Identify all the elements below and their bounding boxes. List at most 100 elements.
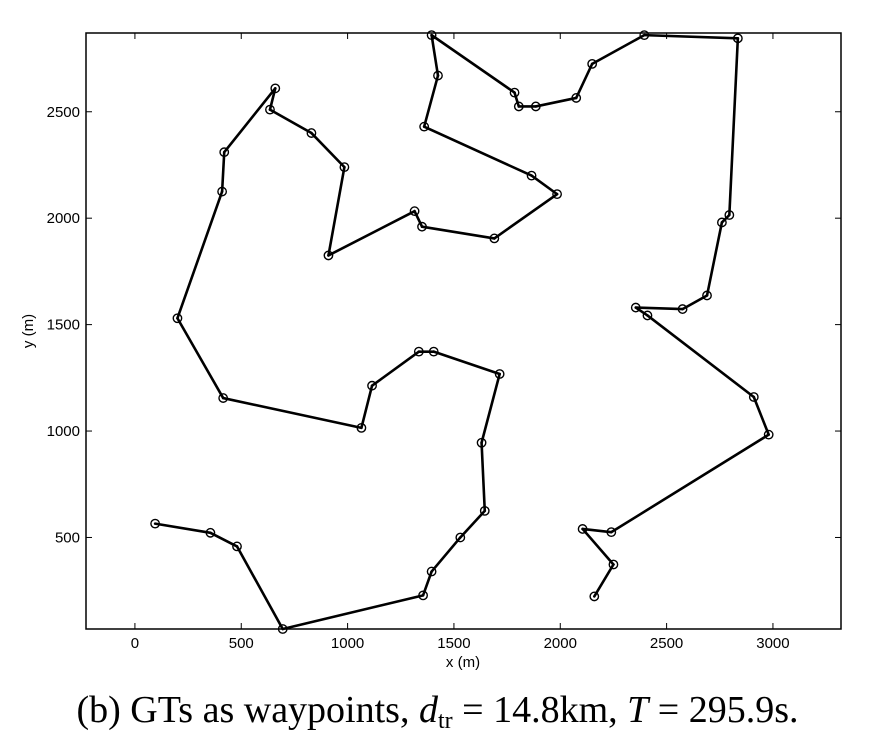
route-segment: [327, 209, 416, 257]
route-segment: [646, 314, 756, 399]
route-segment: [370, 350, 421, 388]
waypoint-marker: [724, 210, 735, 220]
axis-tick-labels: 0 500 1000 1500 2000 2500 3000 500 1000 1500 2000 2…: [47, 104, 790, 652]
y-tick-label: 500: [55, 529, 80, 546]
route-line-layer: [153, 33, 770, 631]
waypoint-marker: [748, 392, 759, 402]
waypoint-marker: [218, 393, 229, 403]
route-segment: [432, 350, 501, 376]
waypoint-marker: [630, 302, 641, 313]
x-tick-label: 2500: [650, 635, 683, 652]
waypoint-marker: [489, 233, 500, 244]
waypoint-marker: [530, 101, 541, 112]
waypoint-marker: [494, 369, 505, 379]
route-segment: [327, 165, 346, 257]
y-tick-label: 2000: [47, 210, 80, 227]
route-segment: [209, 531, 239, 548]
waypoint-marker: [265, 104, 275, 115]
waypoint-marker: [270, 83, 281, 94]
route-segment: [268, 108, 313, 135]
waypoint-marker: [479, 505, 490, 516]
route-segment: [720, 213, 731, 224]
x-axis-title: x (m): [446, 654, 480, 671]
caption-time-symbol: T: [627, 689, 649, 731]
waypoint-marker: [476, 437, 487, 448]
waypoint-marker: [426, 566, 437, 577]
waypoint-marker: [702, 290, 712, 301]
route-segment: [634, 306, 684, 311]
route-segment: [281, 594, 425, 631]
route-segment: [493, 192, 559, 240]
route-segment: [430, 33, 516, 94]
waypoint-marker: [219, 147, 230, 158]
waypoint-marker: [232, 541, 242, 552]
waypoint-marker: [413, 346, 424, 357]
waypoint-marker: [608, 559, 619, 570]
x-tick-label: 0: [131, 635, 139, 652]
route-segment: [420, 225, 496, 240]
waypoint-marker: [642, 310, 653, 321]
y-tick-label: 2500: [47, 104, 80, 121]
route-segment: [422, 125, 533, 177]
route-segment: [360, 384, 374, 430]
route-segment: [634, 306, 649, 317]
waypoint-marker: [277, 624, 288, 634]
waypoint-marker: [306, 128, 317, 138]
waypoint-marker: [606, 527, 617, 538]
waypoint-marker: [367, 380, 377, 391]
waypoint-marker: [677, 304, 688, 314]
waypoint-marker: [571, 93, 582, 103]
waypoint-marker: [552, 189, 562, 200]
route-segment: [153, 522, 212, 535]
route-segment: [220, 150, 226, 193]
waypoint-marker: [577, 524, 588, 534]
route-segment: [705, 221, 724, 297]
waypoint-marker: [205, 527, 216, 538]
route-segment: [430, 536, 462, 573]
route-segment: [176, 190, 224, 320]
waypoint-marker: [419, 121, 430, 132]
caption-prefix: (b) GTs as waypoints,: [76, 689, 419, 731]
waypoint-marker: [455, 532, 466, 543]
route-segment: [176, 316, 225, 400]
x-tick-label: 2000: [544, 635, 577, 652]
waypoint-marker: [172, 313, 183, 324]
caption-distance-value: = 14.8km,: [452, 689, 628, 731]
route-segment: [592, 563, 615, 598]
route-segment: [574, 62, 594, 100]
caption-distance-symbol: d: [418, 689, 438, 731]
waypoint-marker-layer: [150, 30, 774, 634]
x-tick-label: 3000: [756, 635, 789, 652]
axis-ticks: [86, 33, 841, 629]
figure-caption: (b) GTs as waypoints, dtr = 14.8km, T = …: [0, 688, 875, 735]
waypoint-marker: [409, 206, 420, 217]
caption-time-value: = 295.9s.: [648, 689, 799, 731]
waypoint-marker: [417, 221, 427, 232]
route-segment: [642, 33, 740, 40]
waypoint-marker: [639, 30, 650, 41]
route-segment: [590, 33, 646, 66]
route-segment: [752, 395, 770, 436]
route-segment: [581, 527, 615, 566]
route-segment: [422, 74, 440, 128]
waypoint-marker: [526, 170, 537, 181]
route-segment: [513, 91, 521, 108]
route-segment: [480, 372, 501, 445]
x-tick-label: 1000: [331, 635, 364, 652]
waypoint-marker: [339, 162, 350, 173]
route-segment: [310, 131, 346, 169]
y-axis-title: y (m): [20, 314, 37, 348]
waypoint-marker: [323, 250, 334, 261]
waypoint-marker: [150, 518, 161, 529]
x-tick-label: 500: [229, 635, 254, 652]
route-segment: [430, 33, 440, 77]
route-segment: [480, 441, 487, 513]
waypoint-marker: [418, 590, 428, 601]
y-tick-label: 1000: [47, 423, 80, 440]
route-segment: [459, 509, 487, 539]
plot-area: [85, 32, 842, 630]
x-tick-label: 1500: [437, 635, 470, 652]
waypoint-marker: [356, 422, 367, 433]
waypoint-marker: [587, 58, 598, 69]
